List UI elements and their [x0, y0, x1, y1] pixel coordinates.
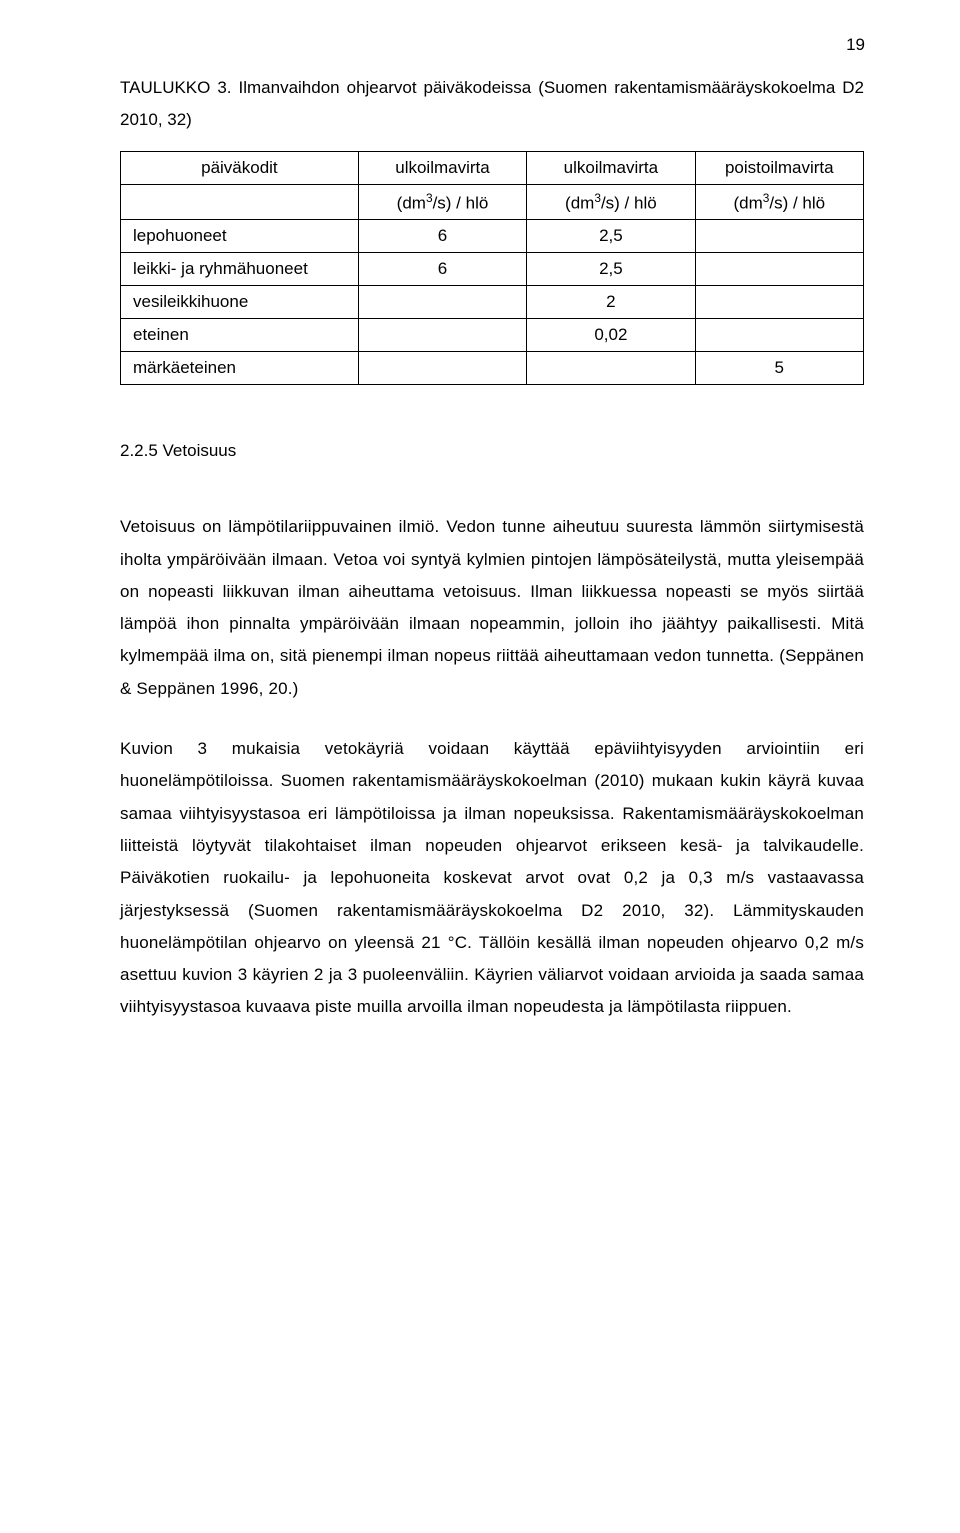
row-val-3: [695, 286, 863, 319]
table-row: leikki- ja ryhmähuoneet 6 2,5: [121, 253, 864, 286]
col-header-label: päiväkodit: [121, 151, 359, 184]
row-val-3: [695, 253, 863, 286]
table-subheader-row: (dm3/s) / hlö (dm3/s) / hlö (dm3/s) / hl…: [121, 184, 864, 220]
subheader-unit-1: (dm3/s) / hlö: [358, 184, 526, 220]
table-caption: TAULUKKO 3. Ilmanvaihdon ohjearvot päivä…: [120, 72, 864, 137]
row-val-2: [527, 352, 695, 385]
subheader-unit-2: (dm3/s) / hlö: [527, 184, 695, 220]
row-val-1: 6: [358, 220, 526, 253]
row-label: märkäeteinen: [121, 352, 359, 385]
body-paragraph-1: Vetoisuus on lämpötilariippuvainen ilmiö…: [120, 511, 864, 705]
ventilation-table: päiväkodit ulkoilmavirta ulkoilmavirta p…: [120, 151, 864, 386]
body-paragraph-2: Kuvion 3 mukaisia vetokäyriä voidaan käy…: [120, 733, 864, 1024]
row-val-1: [358, 286, 526, 319]
table-row: vesileikkihuone 2: [121, 286, 864, 319]
row-label: lepohuoneet: [121, 220, 359, 253]
row-val-2: 0,02: [527, 319, 695, 352]
row-val-3: 5: [695, 352, 863, 385]
col-header-outdoor1: ulkoilmavirta: [358, 151, 526, 184]
subheader-blank: [121, 184, 359, 220]
page-container: 19 TAULUKKO 3. Ilmanvaihdon ohjearvot pä…: [0, 0, 960, 1533]
table-header-row: päiväkodit ulkoilmavirta ulkoilmavirta p…: [121, 151, 864, 184]
row-val-2: 2: [527, 286, 695, 319]
row-val-1: [358, 319, 526, 352]
row-val-1: 6: [358, 253, 526, 286]
table-row: lepohuoneet 6 2,5: [121, 220, 864, 253]
row-label: eteinen: [121, 319, 359, 352]
row-val-1: [358, 352, 526, 385]
col-header-exhaust: poistoilmavirta: [695, 151, 863, 184]
section-heading: 2.2.5 Vetoisuus: [120, 441, 864, 461]
row-val-3: [695, 319, 863, 352]
row-val-2: 2,5: [527, 253, 695, 286]
row-label: vesileikkihuone: [121, 286, 359, 319]
page-number: 19: [846, 35, 865, 55]
table-row: eteinen 0,02: [121, 319, 864, 352]
table-row: märkäeteinen 5: [121, 352, 864, 385]
col-header-outdoor2: ulkoilmavirta: [527, 151, 695, 184]
row-val-2: 2,5: [527, 220, 695, 253]
subheader-unit-3: (dm3/s) / hlö: [695, 184, 863, 220]
row-val-3: [695, 220, 863, 253]
row-label: leikki- ja ryhmähuoneet: [121, 253, 359, 286]
table-body: lepohuoneet 6 2,5 leikki- ja ryhmähuonee…: [121, 220, 864, 385]
